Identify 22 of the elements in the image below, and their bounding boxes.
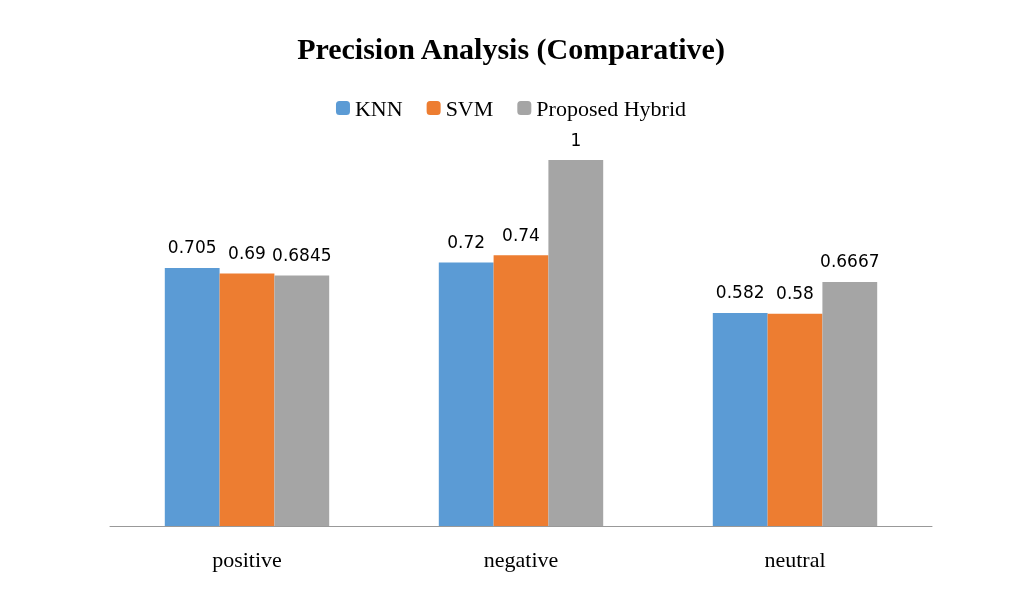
data-label: 0.705 bbox=[167, 237, 217, 258]
bar bbox=[164, 267, 220, 526]
data-label: 0.6845 bbox=[272, 244, 332, 265]
legend-label: KNN bbox=[354, 95, 403, 121]
data-label: 0.58 bbox=[776, 283, 814, 304]
data-label: 0.72 bbox=[447, 231, 486, 252]
legend-label: Proposed Hybrid bbox=[536, 95, 687, 121]
data-label: 1 bbox=[570, 129, 582, 150]
bar bbox=[712, 312, 768, 526]
legend-label: SVM bbox=[445, 95, 494, 121]
data-label: 0.74 bbox=[502, 224, 540, 245]
chart-title: Precision Analysis (Comparative) bbox=[297, 31, 725, 66]
data-label: 0.582 bbox=[715, 282, 765, 303]
data-label: 0.6667 bbox=[820, 251, 880, 272]
x-tick-label: neutral bbox=[764, 546, 826, 572]
bar bbox=[219, 273, 275, 526]
bar bbox=[767, 313, 823, 526]
x-tick-label: negative bbox=[483, 546, 559, 572]
data-label: 0.69 bbox=[228, 242, 266, 263]
x-tick-label: positive bbox=[212, 546, 282, 572]
bar bbox=[493, 255, 549, 526]
bar bbox=[438, 262, 494, 526]
